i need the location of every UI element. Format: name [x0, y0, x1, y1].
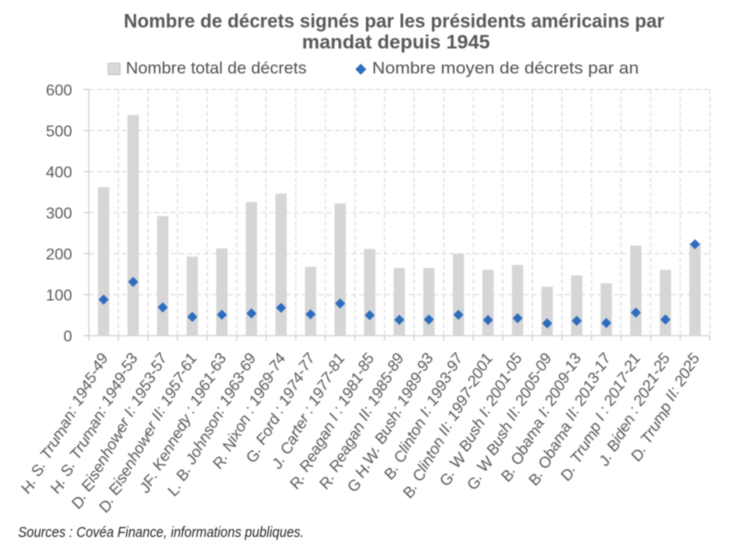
svg-text:Nombre total de décrets: Nombre total de décrets [126, 59, 307, 78]
svg-text:Nombre de décrets signés par l: Nombre de décrets signés par les préside… [124, 10, 665, 32]
svg-text:200: 200 [46, 247, 73, 264]
svg-text:500: 500 [46, 124, 73, 141]
svg-text:400: 400 [46, 165, 73, 182]
svg-text:100: 100 [46, 288, 73, 305]
svg-text:mandat depuis 1945: mandat depuis 1945 [302, 32, 490, 54]
svg-text:Sources : Covéa Finance, infor: Sources : Covéa Finance, informations pu… [18, 524, 304, 541]
svg-text:600: 600 [46, 83, 73, 100]
svg-text:300: 300 [46, 206, 73, 223]
svg-text:0: 0 [63, 329, 72, 346]
svg-text:Nombre moyen de décrets par an: Nombre moyen de décrets par an [372, 59, 639, 78]
